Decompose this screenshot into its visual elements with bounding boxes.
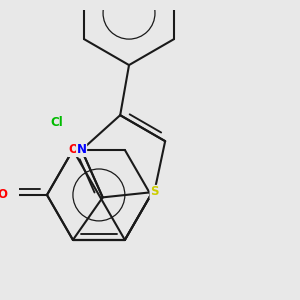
Text: N: N (76, 143, 87, 156)
Text: O: O (68, 143, 78, 157)
Text: S: S (150, 185, 159, 198)
Text: Cl: Cl (50, 116, 63, 129)
Text: O: O (0, 188, 8, 201)
